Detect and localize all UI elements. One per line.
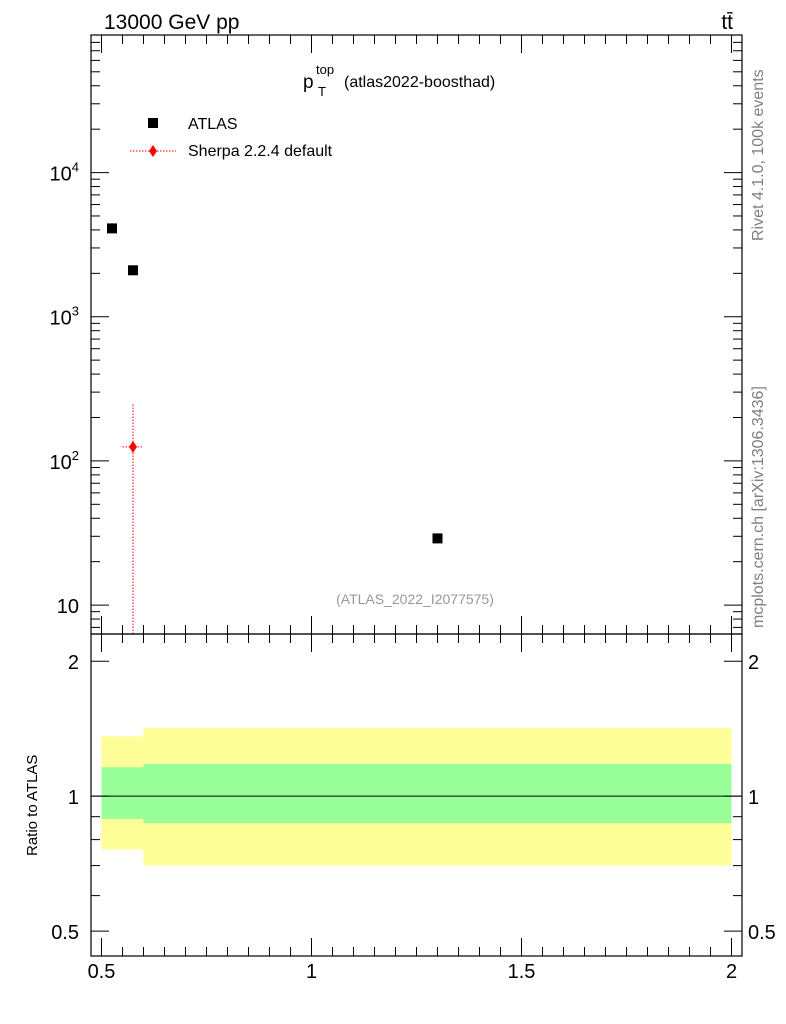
y-tick-label: 103: [50, 304, 79, 330]
atlas-point: [128, 265, 138, 276]
plot-title: p: [303, 72, 314, 93]
legend-sherpa-marker: [149, 145, 157, 157]
title-superscript: top: [316, 62, 334, 77]
ratio-y-tick-label-right: 1: [748, 787, 759, 809]
ratio-y-tick-label-right: 2: [748, 652, 759, 674]
ratio-axis-ticks: 0.5 0.5 1 1 2 2 0.5 1 1.5 2: [51, 634, 776, 983]
ratio-y-tick-label-left: 0.5: [51, 922, 79, 944]
y-tick-label-base: 10: [50, 164, 72, 186]
process-label: tt̄: [721, 11, 733, 34]
y-tick-label: 102: [50, 448, 79, 474]
y-tick-label-exponent: 3: [72, 304, 79, 319]
title-main: p: [303, 72, 314, 93]
legend-atlas-marker: [148, 118, 158, 128]
ratio-ylabel: Ratio to ATLAS: [24, 755, 41, 856]
legend-sherpa-label: Sherpa 2.2.4 default: [188, 143, 333, 160]
y-tick-label-base: 10: [50, 452, 72, 474]
legend-atlas-label: ATLAS: [188, 116, 238, 133]
title-suffix: (atlas2022-boosthad): [344, 74, 495, 91]
ratio-bands-layer: [91, 727, 742, 866]
y-tick-label: 104: [50, 160, 79, 186]
rivet-version-label: Rivet 4.1.0, 100k events: [750, 69, 767, 241]
y-tick-label: 10: [57, 596, 79, 618]
sherpa-point: [129, 440, 137, 453]
x-tick-label: 0.5: [88, 961, 116, 983]
atlas-point: [107, 223, 117, 234]
x-tick-label: 1: [306, 961, 317, 983]
main-data-layer: [107, 223, 443, 634]
legend: ATLAS Sherpa 2.2.4 default: [130, 116, 333, 160]
collision-energy-label: 13000 GeV pp: [104, 11, 239, 34]
ratio-panel: 0.5 0.5 1 1 2 2 0.5 1 1.5 2 Ratio to ATLAS: [24, 633, 776, 983]
y-tick-label-exponent: 4: [72, 160, 79, 175]
atlas-point: [432, 533, 443, 544]
stat-band-segment: [101, 767, 144, 819]
mcplots-label: mcplots.cern.ch [arXiv:1306.3436]: [750, 386, 767, 628]
x-tick-label: 1.5: [508, 961, 536, 983]
ratio-y-tick-label-left: 2: [68, 652, 79, 674]
analysis-id-label: (ATLAS_2022_I2077575): [336, 591, 494, 607]
y-tick-label-base: 10: [50, 308, 72, 330]
ratio-y-tick-label-left: 1: [68, 787, 79, 809]
ratio-y-tick-label-right: 0.5: [748, 922, 776, 944]
y-tick-label-exponent: 2: [72, 448, 79, 463]
ratio-frame: [90, 633, 743, 957]
title-subscript: T: [318, 84, 326, 99]
stat-band-segment: [143, 763, 732, 824]
x-tick-label: 2: [726, 961, 737, 983]
